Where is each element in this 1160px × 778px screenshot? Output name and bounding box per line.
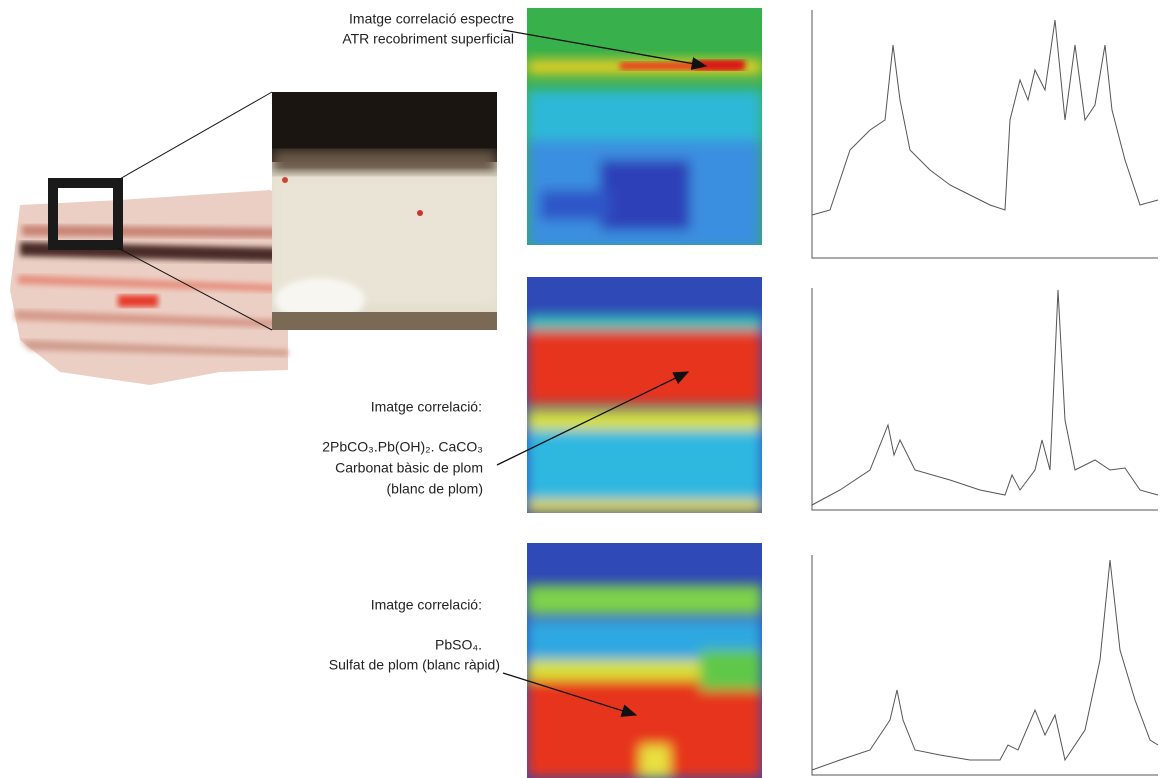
figure: Imatge correlació espectre ATR recobrime… bbox=[0, 0, 1160, 778]
label-text: Sulfat de plom (blanc ràpid) bbox=[329, 657, 500, 673]
page: {"labels": [ {"lines": ["Imatge correlac… bbox=[0, 0, 1160, 778]
label-text: 2PbCO₃.Pb(OH)₂. CaCO₃ bbox=[322, 439, 483, 455]
heatmap-1 bbox=[527, 8, 762, 250]
label-text: Imatge correlació: bbox=[371, 597, 482, 613]
label-text: ATR recobriment superficial bbox=[342, 31, 514, 47]
label-text: Imatge correlació: bbox=[371, 399, 482, 415]
label-text: PbSO₄. bbox=[435, 637, 482, 653]
sample-fragment bbox=[10, 92, 288, 385]
spectra bbox=[812, 10, 1158, 775]
label-text: Imatge correlació espectre bbox=[349, 11, 514, 27]
heatmap-2 bbox=[527, 277, 762, 513]
label-text: Carbonat bàsic de plom bbox=[335, 460, 483, 476]
zoom-photo bbox=[272, 92, 497, 330]
label-text: (blanc de plom) bbox=[387, 481, 484, 497]
heatmap-3 bbox=[527, 543, 762, 778]
